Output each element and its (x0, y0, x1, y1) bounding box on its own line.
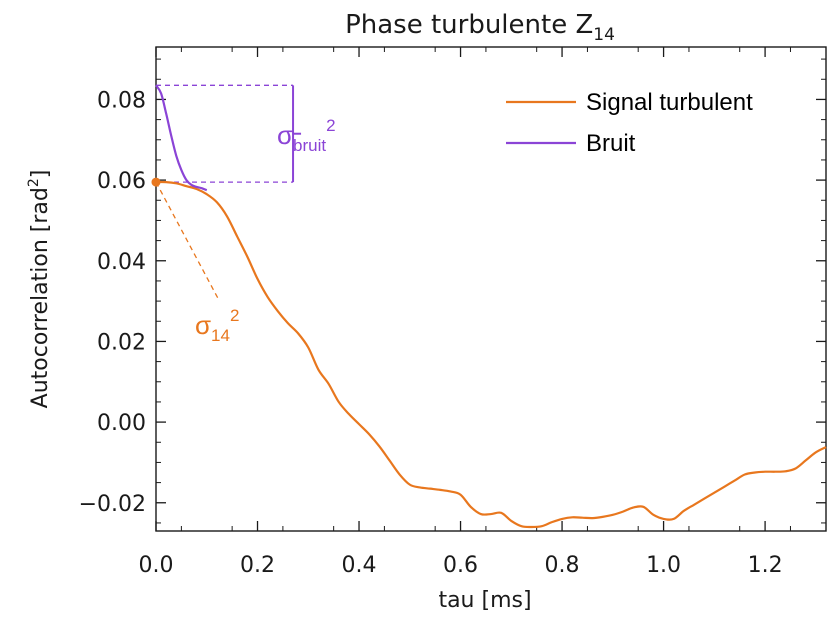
sigma-14-symbol: σ (195, 310, 211, 340)
y-tick-label: 0.02 (97, 330, 146, 355)
sigma-14-dashed-guide (155, 181, 221, 302)
x-tick-label: 0.8 (545, 553, 580, 578)
x-tick-label: 1.2 (748, 553, 783, 578)
legend: Signal turbulent Bruit (506, 89, 753, 157)
series-line-signal-turbulent (155, 180, 827, 529)
x-axis-ticks: 0.0 0.2 0.4 0.6 0.8 1.0 1.2 (139, 47, 791, 578)
y-axis-label-suffix: ] (28, 170, 53, 179)
sigma-bruit-symbol: σ (277, 120, 293, 150)
sigma-bruit-label: σbruit2 (277, 116, 336, 155)
x-axis-label: tau [ms] (438, 588, 531, 613)
x-tick-label: 0.6 (443, 553, 478, 578)
x-tick-label: 0.0 (139, 553, 174, 578)
y-tick-label: 0.00 (97, 411, 146, 436)
chart-title-subscript: 14 (593, 25, 615, 45)
y-tick-label: 0.06 (97, 169, 146, 194)
y-tick-label: 0.08 (97, 88, 146, 113)
series-line-bruit (155, 84, 208, 192)
y-axis-label-main: Autocorrelation [rad (28, 187, 53, 408)
chart-title: Phase turbulente Z14 (345, 10, 615, 45)
x-tick-label: 1.0 (646, 553, 681, 578)
sigma-14-label: σ142 (195, 306, 239, 345)
annotations (155, 84, 302, 302)
sigma-bruit-superscript: 2 (326, 116, 335, 135)
y-tick-label: 0.04 (97, 250, 146, 275)
y-axis-label-superscript: 2 (26, 178, 42, 187)
x-tick-label: 0.2 (240, 553, 275, 578)
y-axis-label: Autocorrelation [rad2] (26, 170, 53, 409)
y-axis-ticks: −0.02 0.00 0.02 0.04 0.06 0.08 (79, 58, 826, 524)
sigma-14-point (151, 177, 161, 187)
chart-title-main: Phase turbulente Z (345, 10, 593, 40)
plot-frame (155, 46, 827, 532)
sigma-14-superscript: 2 (230, 306, 239, 325)
y-tick-label: −0.02 (79, 492, 146, 517)
series-lines (151, 84, 827, 529)
legend-label-signal: Signal turbulent (586, 89, 753, 116)
sigma-14-subscript: 14 (211, 326, 230, 345)
legend-label-bruit: Bruit (586, 130, 636, 157)
sigma-bruit-subscript: bruit (293, 136, 326, 155)
x-tick-label: 0.4 (342, 553, 377, 578)
